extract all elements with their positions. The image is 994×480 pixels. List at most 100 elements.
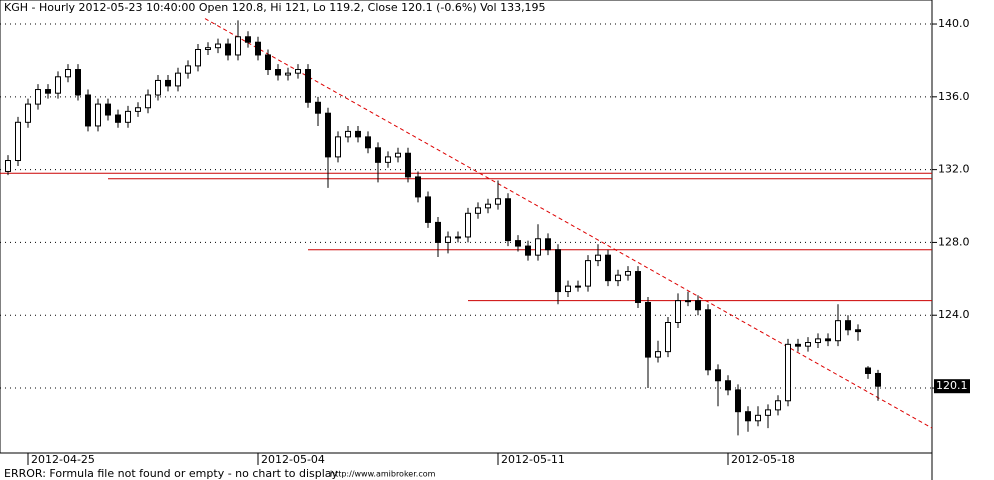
footer: ERROR: Formula file not found or empty -… — [4, 467, 339, 480]
candle-body — [155, 79, 161, 96]
candle-body — [345, 130, 351, 138]
candle-body — [495, 198, 501, 205]
candle-body — [145, 94, 151, 109]
candle-body — [15, 121, 21, 162]
candle-body — [215, 43, 221, 49]
candle-body — [715, 369, 721, 382]
candle-body — [305, 69, 311, 103]
footer-url: http://www.amibroker.com — [330, 470, 436, 479]
candle-body — [105, 103, 111, 116]
y-tick-label: 136.0 — [938, 90, 970, 103]
candle-body — [395, 152, 401, 158]
candle-body — [115, 114, 121, 123]
candle-body — [825, 338, 831, 342]
candle-body — [865, 367, 871, 374]
candle-body — [175, 72, 181, 87]
candle-body — [475, 207, 481, 214]
candle-body — [555, 249, 561, 293]
candle-body — [725, 380, 731, 391]
candle-body — [135, 107, 141, 112]
last-price-label: 120.1 — [936, 379, 968, 392]
candle-body — [375, 147, 381, 163]
candle-body — [785, 343, 791, 402]
candle-body — [575, 285, 581, 288]
candle-body — [525, 245, 531, 256]
candle-body — [295, 69, 301, 74]
candle-body — [435, 221, 441, 243]
candle-body — [835, 320, 841, 342]
candle-body — [635, 271, 641, 303]
candle-body — [275, 69, 281, 76]
candle-body — [245, 36, 251, 43]
candle-body — [515, 240, 521, 247]
candle-body — [45, 89, 51, 94]
candle-body — [85, 94, 91, 127]
candle-body — [795, 343, 801, 347]
candle-body — [195, 49, 201, 67]
candle-body — [415, 176, 421, 198]
candle-body — [425, 196, 431, 223]
candle-body — [5, 160, 11, 172]
candle-body — [875, 372, 881, 387]
x-tick-label: 2012-04-25 — [31, 453, 95, 466]
candle-body — [95, 103, 101, 127]
x-tick-label: 2012-05-18 — [731, 453, 795, 466]
candle-body — [615, 274, 621, 282]
candle-body — [185, 65, 191, 74]
candle-body — [755, 414, 761, 422]
candle-body — [645, 301, 651, 358]
candle-body — [25, 103, 31, 123]
candle-body — [685, 300, 691, 303]
candle-body — [595, 254, 601, 262]
candle-body — [315, 101, 321, 114]
candle-body — [75, 69, 81, 96]
candle-body — [765, 409, 771, 416]
y-tick-label: 128.0 — [938, 235, 970, 248]
candle-body — [325, 112, 331, 158]
candle-body — [845, 320, 851, 331]
candle-body — [265, 54, 271, 71]
candle-body — [165, 79, 171, 87]
y-tick-label: 140.0 — [938, 17, 970, 30]
candle-body — [285, 72, 291, 76]
candle-body — [65, 69, 71, 78]
candle-body — [445, 236, 451, 243]
candle-body — [335, 136, 341, 158]
candle-body — [805, 342, 811, 347]
candle-body — [735, 389, 741, 413]
candle-body — [605, 254, 611, 282]
candle-body — [505, 198, 511, 242]
candle-body — [855, 329, 861, 333]
candle-body — [665, 322, 671, 353]
candle-body — [675, 300, 681, 324]
candle-body — [405, 152, 411, 178]
y-tick-label: 124.0 — [938, 308, 970, 321]
last-price-box — [934, 379, 970, 394]
candle-body — [745, 411, 751, 422]
candle-body — [355, 130, 361, 138]
candle-body — [655, 351, 661, 358]
candle-body — [815, 338, 821, 344]
candle-body — [55, 76, 61, 94]
candle-body — [625, 271, 631, 276]
trend-line — [204, 18, 933, 429]
candle-body — [485, 203, 491, 209]
x-tick-label: 2012-05-11 — [501, 453, 565, 466]
candle-body — [585, 260, 591, 287]
candle-body — [365, 136, 371, 149]
candle-body — [705, 309, 711, 371]
candle-body — [565, 285, 571, 293]
candle-body — [205, 47, 211, 51]
candle-body — [455, 236, 461, 239]
candle-body — [545, 238, 551, 251]
x-tick-label: 2012-05-04 — [261, 453, 325, 466]
candle-body — [125, 110, 131, 123]
candle-body — [255, 41, 261, 56]
candle-body — [695, 300, 701, 311]
candle-body — [535, 238, 541, 256]
candle-body — [385, 156, 391, 163]
candle-body — [465, 212, 471, 238]
candle-body — [35, 89, 41, 105]
